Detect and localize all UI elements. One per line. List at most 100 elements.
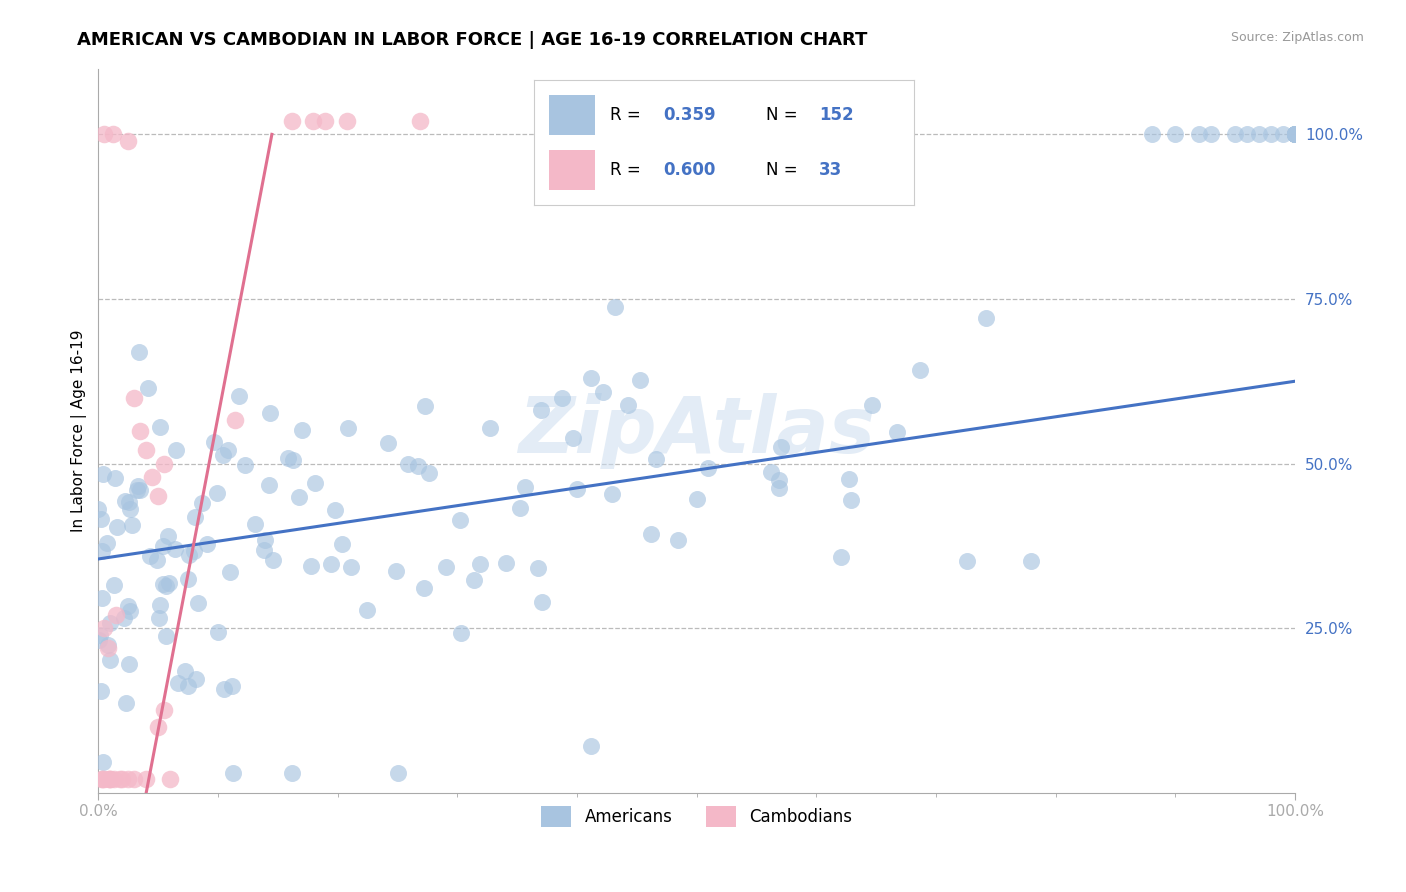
Point	[104, 471, 127, 485]
Point	[112, 611, 135, 625]
Point	[886, 425, 908, 439]
Point	[434, 559, 457, 574]
Point	[301, 559, 323, 574]
Y-axis label: In Labor Force | Age 16-19: In Labor Force | Age 16-19	[72, 329, 87, 532]
Point	[91, 591, 114, 605]
Point	[418, 466, 440, 480]
Point	[1284, 128, 1306, 142]
Point	[148, 611, 170, 625]
Point	[115, 696, 138, 710]
Point	[90, 772, 112, 787]
Point	[974, 311, 997, 326]
Point	[336, 421, 359, 435]
Point	[277, 451, 299, 466]
Point	[118, 495, 141, 509]
Point	[243, 517, 266, 532]
Point	[956, 554, 979, 568]
Point	[159, 772, 181, 787]
Point	[617, 398, 640, 412]
Point	[98, 653, 121, 667]
Point	[1284, 128, 1306, 142]
Point	[579, 371, 602, 385]
Point	[408, 459, 430, 474]
Text: ZipAtlas: ZipAtlas	[519, 392, 876, 468]
Point	[120, 502, 142, 516]
Point	[1249, 128, 1271, 142]
Point	[697, 461, 720, 475]
Point	[562, 431, 585, 445]
Point	[235, 458, 257, 472]
Point	[89, 628, 111, 642]
Point	[179, 549, 201, 563]
Point	[283, 452, 305, 467]
Point	[117, 657, 139, 672]
Point	[1225, 128, 1247, 142]
Point	[177, 679, 200, 693]
Point	[138, 549, 160, 563]
Point	[841, 492, 863, 507]
Point	[217, 442, 239, 457]
Point	[323, 502, 346, 516]
Legend: Americans, Cambodians: Americans, Cambodians	[533, 798, 860, 835]
Point	[108, 772, 131, 787]
Point	[530, 595, 553, 609]
Point	[117, 134, 139, 148]
Point	[191, 496, 214, 510]
Point	[153, 703, 176, 717]
Point	[100, 616, 122, 631]
Point	[91, 544, 114, 558]
Point	[228, 389, 250, 403]
Point	[87, 502, 110, 516]
Point	[330, 537, 353, 551]
Text: 152: 152	[818, 106, 853, 124]
Point	[91, 467, 114, 482]
Point	[224, 413, 246, 427]
Point	[356, 603, 378, 617]
Point	[1260, 128, 1282, 142]
Point	[603, 300, 626, 314]
Point	[195, 537, 218, 551]
Point	[495, 557, 517, 571]
Text: 0.359: 0.359	[664, 106, 716, 124]
Point	[1272, 128, 1295, 142]
Point	[211, 448, 233, 462]
Point	[97, 638, 120, 652]
Point	[141, 469, 163, 483]
Point	[155, 579, 177, 593]
Point	[127, 479, 149, 493]
Point	[93, 128, 115, 142]
Bar	[550, 95, 595, 136]
Point	[146, 553, 169, 567]
Point	[87, 633, 110, 648]
Point	[253, 543, 276, 558]
Point	[257, 478, 280, 492]
Point	[314, 114, 336, 128]
Point	[103, 578, 125, 592]
Point	[148, 720, 170, 734]
Point	[128, 344, 150, 359]
Point	[628, 373, 651, 387]
Point	[1284, 128, 1306, 142]
Point	[157, 576, 180, 591]
Point	[207, 625, 229, 640]
Point	[302, 114, 325, 128]
Point	[530, 402, 553, 417]
Point	[91, 772, 114, 787]
Point	[321, 557, 343, 571]
Point	[121, 518, 143, 533]
Point	[205, 486, 228, 500]
Point	[685, 491, 707, 506]
Point	[565, 482, 588, 496]
Point	[127, 483, 149, 498]
Point	[384, 565, 406, 579]
Point	[470, 557, 492, 571]
Text: 33: 33	[818, 161, 842, 179]
Point	[644, 451, 666, 466]
Point	[262, 552, 284, 566]
Point	[838, 472, 860, 486]
Point	[409, 114, 432, 128]
Point	[93, 772, 115, 787]
Point	[1140, 128, 1163, 142]
Point	[1284, 128, 1306, 142]
Point	[908, 363, 931, 377]
